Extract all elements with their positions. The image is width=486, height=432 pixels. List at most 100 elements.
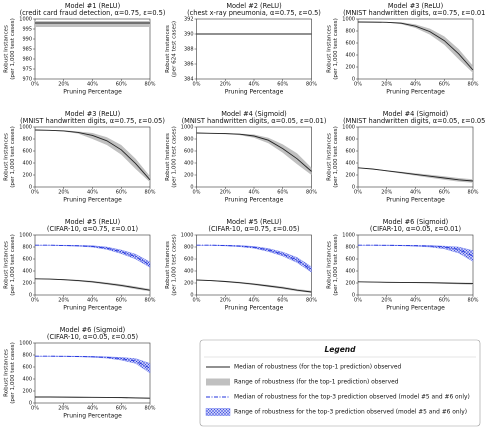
y-tick-label: 400	[22, 377, 32, 383]
legend-swatch	[206, 378, 230, 386]
panel-title: (CIFAR-10, α=0.75, ε=0.05)	[208, 225, 299, 233]
plot-frame	[357, 126, 474, 188]
x-tick-label: 60%	[116, 82, 127, 88]
median-line	[35, 396, 151, 399]
y-tick-label: 388	[184, 47, 194, 53]
y-tick-label: 1000	[19, 341, 32, 347]
y-tick-label: 600	[22, 257, 32, 263]
x-tick-label: 20%	[58, 298, 69, 304]
x-tick-label: 0%	[31, 190, 39, 196]
y-axis-label: Robust Instances	[165, 241, 171, 289]
y-tick-label: 600	[345, 149, 355, 155]
range-band	[358, 22, 473, 73]
legend-label: Median of robustness (for the top-1 pred…	[234, 365, 401, 371]
legend-swatch	[205, 408, 231, 416]
x-tick-label: 0%	[31, 298, 39, 304]
x-tick-label: 20%	[58, 406, 69, 412]
y-tick-label: 985	[22, 47, 32, 53]
y-tick-label: 800	[22, 245, 32, 251]
y-tick-label: 0	[352, 293, 355, 299]
y-tick-label: 970	[22, 77, 32, 83]
x-tick-label: 60%	[116, 298, 127, 304]
x-tick-label: 80%	[467, 298, 478, 304]
x-tick-label: 40%	[87, 82, 98, 88]
y-tick-label: 800	[184, 245, 194, 251]
y-tick-label: 400	[22, 269, 32, 275]
x-tick-label: 40%	[248, 298, 259, 304]
y-axis-label: (per 1,000 test cases)	[333, 18, 339, 80]
range-band	[196, 133, 312, 175]
y-tick-label: 600	[22, 149, 32, 155]
plot-frame	[196, 18, 312, 80]
x-tick-label: 20%	[58, 82, 69, 88]
legend-box	[199, 339, 481, 427]
y-tick-label: 200	[22, 281, 32, 287]
x-tick-label: 20%	[220, 298, 231, 304]
y-tick-label: 800	[345, 29, 355, 35]
y-tick-label: 1000	[19, 233, 32, 239]
plot-frame	[34, 234, 151, 296]
y-tick-label: 1000	[19, 17, 32, 23]
y-tick-label: 800	[22, 137, 32, 143]
x-tick-label: 0%	[354, 298, 362, 304]
x-axis-label: Pruning Percentage	[386, 197, 445, 204]
y-axis-label: (per 1,000 test cases)	[10, 234, 16, 296]
y-tick-label: 400	[345, 53, 355, 59]
range-band	[35, 278, 150, 292]
panel-title: Model #5 (ReLU)	[65, 218, 120, 226]
y-tick-label: 386	[184, 62, 194, 68]
y-axis-label: Robust Instances	[165, 25, 171, 73]
y-tick-label: 1000	[181, 233, 194, 239]
y-tick-label: 400	[22, 161, 32, 167]
x-tick-label: 60%	[277, 190, 288, 196]
y-axis-label: (per 1,000 test cases)	[172, 126, 178, 188]
x-tick-label: 20%	[220, 82, 231, 88]
panel-title: (MNIST handwritten digits, α=0.05, ε=0.0…	[182, 117, 327, 125]
y-tick-label: 1000	[342, 233, 355, 239]
y-tick-label: 980	[22, 57, 32, 63]
x-tick-label: 60%	[116, 406, 127, 412]
y-tick-label: 400	[184, 269, 194, 275]
y-tick-label: 400	[184, 161, 194, 167]
median-line	[196, 279, 312, 293]
y-axis-label: (per 1,000 test cases)	[333, 126, 339, 188]
y-tick-label: 1000	[342, 125, 355, 131]
legend-label: Median of robustness for the top-3 predi…	[234, 395, 470, 401]
median-line	[35, 355, 151, 369]
legend-label: Range of robustness (for the top-1 predi…	[234, 380, 399, 386]
x-tick-label: 40%	[248, 190, 259, 196]
x-axis-label: Pruning Percentage	[225, 197, 284, 204]
panel-title: (CIFAR-10, α=0.05, ε=0.05)	[47, 333, 138, 341]
x-tick-label: 60%	[277, 298, 288, 304]
legend-title: Legend	[324, 345, 356, 354]
panel-title: (credit card fraud detection, α=0.75, ε=…	[20, 9, 166, 17]
y-tick-label: 0	[352, 77, 355, 83]
y-tick-label: 0	[190, 185, 193, 191]
y-tick-label: 975	[22, 67, 32, 73]
y-axis-label: Robust Instances	[4, 133, 10, 181]
panel-title: Model #4 (Sigmoid)	[383, 110, 449, 118]
x-axis-label: Pruning Percentage	[63, 197, 122, 204]
x-axis-label: Pruning Percentage	[63, 413, 122, 420]
x-tick-label: 0%	[354, 190, 362, 196]
median-line	[196, 244, 312, 271]
median-line	[357, 281, 474, 285]
y-axis-label: Robust Instances	[327, 241, 333, 289]
y-tick-label: 200	[345, 65, 355, 71]
y-tick-label: 990	[22, 37, 32, 43]
y-axis-label: (per 1,000 test cases)	[10, 126, 16, 188]
x-tick-label: 80%	[144, 190, 155, 196]
plot-frame	[357, 18, 474, 80]
x-axis-label: Pruning Percentage	[225, 305, 284, 312]
x-tick-label: 20%	[381, 298, 392, 304]
y-axis-label: (per 624 test cases)	[172, 21, 178, 77]
y-tick-label: 600	[184, 149, 194, 155]
y-tick-label: 200	[184, 281, 194, 287]
y-tick-label: 0	[29, 293, 32, 299]
y-tick-label: 392	[184, 17, 194, 23]
y-tick-label: 400	[345, 269, 355, 275]
x-tick-label: 0%	[193, 190, 201, 196]
y-tick-label: 995	[22, 27, 32, 33]
y-tick-label: 0	[29, 401, 32, 407]
